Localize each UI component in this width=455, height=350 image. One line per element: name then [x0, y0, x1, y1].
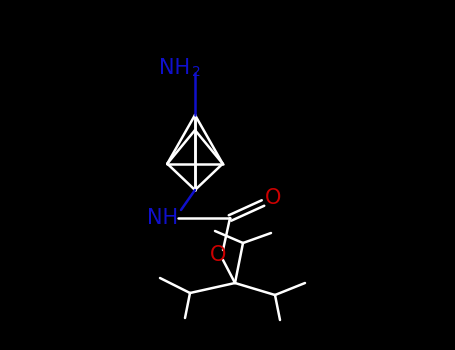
- Text: O: O: [210, 245, 226, 265]
- Text: O: O: [265, 188, 281, 208]
- Text: 2: 2: [192, 65, 201, 79]
- Text: NH: NH: [159, 58, 190, 78]
- Text: NH: NH: [147, 208, 178, 228]
